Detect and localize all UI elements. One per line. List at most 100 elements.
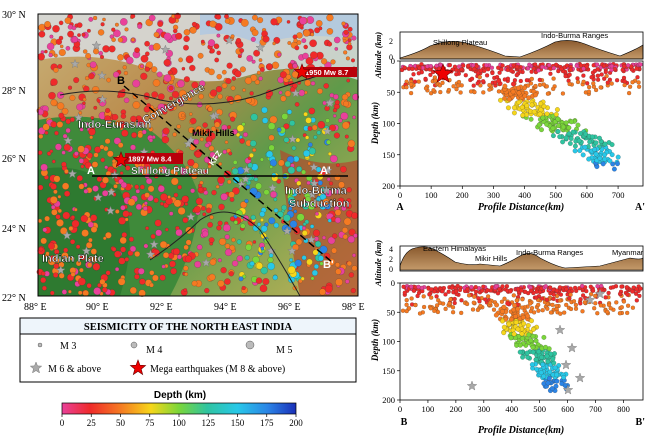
profile-b-dot bbox=[557, 298, 563, 303]
map-quake-dot bbox=[304, 79, 311, 87]
profile-a-distance-tick-label: 100 bbox=[425, 190, 438, 200]
map-quake-dot bbox=[251, 59, 256, 64]
map-quake-dot bbox=[40, 237, 47, 245]
map-quake-dot bbox=[336, 163, 340, 168]
colorbar-tick-label: 200 bbox=[289, 418, 303, 428]
profile-a-dot bbox=[428, 72, 433, 78]
map-quake-dot bbox=[182, 217, 189, 224]
map-quake-dot bbox=[120, 181, 127, 189]
profile-b-dot bbox=[606, 302, 612, 307]
map-quake-dot bbox=[144, 192, 150, 198]
profile-b-dot bbox=[502, 296, 507, 301]
map-quake-dot bbox=[148, 138, 153, 143]
map-quake-dot bbox=[198, 93, 204, 100]
map-quake-dot bbox=[214, 155, 219, 159]
map-quake-dot bbox=[344, 134, 349, 139]
profile-b-dot bbox=[515, 306, 521, 312]
profile-b-m6-star bbox=[562, 384, 574, 395]
map-quake-dot bbox=[217, 176, 225, 184]
profile-a-dot bbox=[602, 152, 607, 158]
profile-a-dot bbox=[577, 148, 583, 154]
map-quake-dot bbox=[306, 258, 313, 266]
map-quake-dot bbox=[277, 211, 284, 218]
map-quake-dot bbox=[217, 280, 225, 288]
map-quake-dot bbox=[118, 216, 126, 225]
profile-b-mikir-label: Mikir Hills bbox=[475, 254, 507, 263]
map-panel: B B' A A' Indo-Eurasian Convergence Miki… bbox=[2, 10, 365, 313]
profile-a-shillong-label: Shillong Plateau bbox=[433, 38, 487, 47]
profile-b-dot bbox=[402, 290, 407, 295]
profile-b-dot bbox=[634, 298, 639, 303]
map-quake-dot bbox=[268, 253, 274, 258]
map-quake-dot bbox=[335, 262, 340, 268]
profile-b-dot bbox=[606, 290, 611, 296]
map-quake-dot bbox=[89, 135, 94, 140]
map-quake-dot bbox=[323, 252, 331, 260]
map-quake-dot bbox=[157, 103, 166, 112]
profile-b-dot bbox=[598, 303, 604, 308]
map-quake-dot bbox=[50, 290, 55, 296]
profile-a-dot bbox=[496, 78, 502, 84]
profile-b-alt-tick-2: 2 bbox=[389, 255, 393, 264]
profile-b-dot bbox=[467, 293, 472, 298]
map-quake-dot bbox=[76, 22, 83, 28]
profile-b-dot bbox=[567, 296, 572, 301]
map-quake-dot bbox=[315, 20, 323, 27]
map-quake-dot bbox=[84, 161, 92, 169]
map-quake-dot bbox=[38, 133, 44, 139]
map-quake-dot bbox=[114, 250, 122, 258]
profile-a-dot bbox=[609, 81, 614, 86]
profile-a-dot bbox=[409, 90, 414, 96]
lat-label-30: 30° N bbox=[2, 10, 26, 21]
map-quake-dot bbox=[345, 203, 352, 210]
map-quake-dot bbox=[231, 76, 236, 81]
map-quake-dot bbox=[294, 102, 300, 107]
map-quake-dot bbox=[269, 165, 273, 169]
map-quake-dot bbox=[167, 70, 173, 75]
map-m6-star bbox=[186, 135, 196, 145]
profile-a-dot bbox=[544, 111, 550, 117]
map-quake-dot bbox=[153, 197, 159, 203]
map-m6-star bbox=[145, 249, 156, 259]
profile-a-dot bbox=[569, 119, 574, 125]
profile-a-dot bbox=[609, 63, 614, 69]
map-quake-dot bbox=[114, 22, 119, 27]
profile-a-dot bbox=[402, 65, 407, 70]
profile-b-dot bbox=[638, 286, 643, 291]
profile-b-dot bbox=[422, 304, 427, 310]
map-quake-dot bbox=[298, 89, 305, 97]
map-quake-dot bbox=[158, 166, 164, 173]
map-quake-dot bbox=[202, 212, 207, 217]
map-quake-dot bbox=[305, 135, 310, 140]
map-quake-dot bbox=[168, 252, 175, 259]
map-quake-dot bbox=[240, 223, 246, 229]
map-m6-star bbox=[73, 112, 84, 122]
profile-a-dot bbox=[555, 107, 560, 112]
profile-a-dot bbox=[564, 63, 570, 68]
map-quake-dot bbox=[318, 255, 324, 262]
profile-b-dot bbox=[578, 297, 583, 302]
map-quake-dot bbox=[289, 220, 298, 228]
map-quake-dot bbox=[185, 165, 190, 170]
profile-b-dot bbox=[477, 299, 482, 304]
map-quake-dot bbox=[162, 252, 170, 259]
map-quake-dot bbox=[149, 282, 154, 288]
map-quake-dot bbox=[319, 193, 327, 201]
profile-a-dot bbox=[529, 69, 534, 74]
map-quake-dot bbox=[190, 188, 195, 194]
profile-b-dot bbox=[564, 287, 569, 292]
profile-a-distance-tick-label: 500 bbox=[549, 190, 562, 200]
map-quake-dot bbox=[340, 112, 349, 120]
profile-a-dot bbox=[576, 138, 582, 144]
map-quake-dot bbox=[75, 260, 82, 267]
map-quake-dot bbox=[209, 48, 215, 54]
map-quake-dot bbox=[93, 287, 102, 295]
map-quake-dot bbox=[296, 180, 302, 186]
legend-m3-symbol bbox=[37, 342, 43, 348]
map-quake-dot bbox=[306, 180, 311, 185]
map-quake-dot bbox=[253, 177, 259, 182]
profile-b-altitude-label: Altitude (km) bbox=[373, 240, 383, 288]
map-quake-dot bbox=[295, 137, 301, 143]
map-quake-dot bbox=[249, 91, 254, 96]
map-frame bbox=[37, 13, 359, 297]
